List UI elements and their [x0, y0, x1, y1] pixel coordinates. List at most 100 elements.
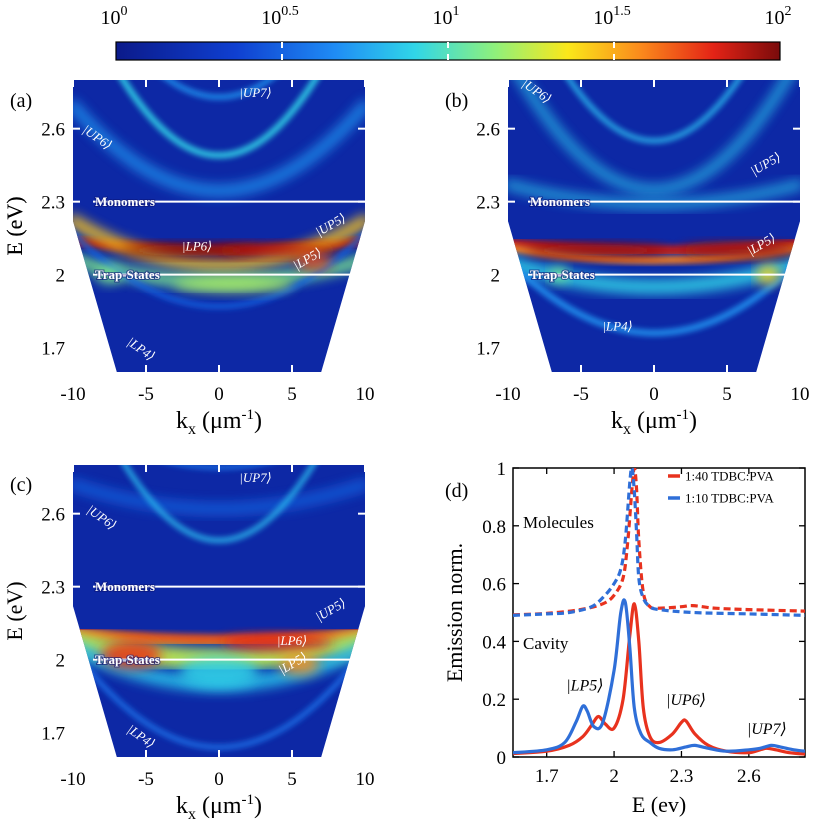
x-tick-label: -5 — [573, 384, 589, 405]
heatmap-background — [73, 80, 365, 372]
y-axis-label: E (eV) — [2, 581, 27, 640]
x-tick-label: 1.7 — [535, 766, 559, 787]
series-line-molecules — [513, 468, 805, 617]
x-tick-label: -10 — [60, 384, 85, 405]
dispersion-band — [73, 479, 365, 514]
dispersion-band — [508, 80, 800, 194]
series-line-cavity — [513, 602, 805, 756]
cavity-label: Cavity — [523, 634, 569, 653]
panel-label: (d) — [445, 480, 468, 502]
dispersion-band — [73, 215, 365, 271]
x-tick-label: -10 — [495, 384, 520, 405]
state-annotation: |LP6⟩ — [277, 633, 307, 648]
y-tick-label: 1.7 — [41, 724, 65, 745]
state-annotation: |UP7⟩ — [239, 85, 271, 100]
peak-label: |LP5⟩ — [566, 678, 603, 695]
intensity-hotspot — [173, 276, 294, 293]
dispersion-band — [73, 80, 365, 100]
y-tick-label: 1 — [497, 459, 507, 480]
series-line-cavity — [513, 598, 805, 755]
x-axis-label: kx (μm-1) — [176, 407, 262, 438]
colorbar-tick-label: 100.5 — [261, 4, 299, 29]
x-tick-label: 0 — [214, 769, 224, 790]
dispersion-band — [73, 465, 365, 543]
y-tick-label: 2 — [56, 651, 66, 672]
y-tick-label: 2 — [56, 266, 66, 287]
y-tick-label: 1.7 — [41, 339, 65, 360]
colorbar-tick-label: 100 — [101, 4, 128, 29]
x-tick-label: 2.3 — [670, 766, 694, 787]
intensity-hotspot — [295, 254, 332, 271]
y-axis-label: E (eV) — [2, 196, 27, 255]
x-tick-label: -10 — [60, 769, 85, 790]
x-tick-label: 2.6 — [737, 766, 761, 787]
panel-c: MonomersTrap-States|UP7⟩|UP6⟩|UP5⟩|LP6⟩|… — [2, 465, 375, 823]
dispersion-band — [73, 80, 365, 159]
y-tick-label: 2.6 — [476, 120, 500, 141]
y-axis-label: Emission norm. — [442, 543, 467, 682]
x-tick-label: 5 — [722, 384, 732, 405]
intensity-hotspot — [222, 634, 333, 651]
colorbar-tick-label: 102 — [765, 4, 792, 29]
reference-label: Trap-States — [95, 652, 160, 667]
peak-label: |UP7⟩ — [747, 721, 787, 738]
x-tick-label: 5 — [287, 384, 297, 405]
reference-label: Trap-States — [95, 267, 160, 282]
x-tick-label: 0 — [649, 384, 659, 405]
peak-label: |UP6⟩ — [666, 692, 706, 709]
legend: 1:40 TDBC:PVA 1:10 TDBC:PVA — [668, 469, 774, 506]
x-tick-label: 2 — [609, 766, 619, 787]
panel-label: (b) — [445, 90, 468, 112]
series-group — [513, 468, 805, 756]
dispersion-band — [73, 100, 365, 196]
reference-label: Monomers — [530, 194, 590, 209]
y-tick-label: 2.3 — [476, 193, 500, 214]
molecules-label: Molecules — [523, 513, 594, 532]
y-tick-label: 2.6 — [41, 120, 65, 141]
y-tick-label: 1.7 — [476, 339, 500, 360]
intensity-hotspot — [119, 244, 260, 257]
panel-d: 1.7 2 2.3 2.6 0 0.2 0.4 0.6 0.8 1 1:40 TDBC:PVA 1:1… — [442, 459, 806, 817]
colorbar-tick-label: 101 — [433, 4, 460, 29]
y-tick-label: 0.4 — [482, 632, 506, 653]
series-line-molecules — [513, 468, 805, 617]
state-annotation: |LP6⟩ — [182, 238, 212, 253]
y-tick-label: 2 — [491, 266, 501, 287]
legend-label: 1:40 TDBC:PVA — [685, 469, 774, 484]
x-axis-label: kx (μm-1) — [176, 792, 262, 823]
panel-label: (a) — [10, 90, 32, 112]
y-tick-label: 0.2 — [482, 690, 506, 711]
intensity-hotspot — [525, 244, 666, 257]
intensity-hotspot — [101, 640, 162, 669]
x-axis-label: E (ev) — [632, 792, 686, 817]
state-annotation: |LP4⟩ — [602, 319, 632, 334]
x-tick-label: 10 — [791, 384, 810, 405]
heatmap-field — [508, 80, 800, 372]
reference-label: Trap-States — [530, 267, 595, 282]
dispersion-band — [508, 257, 800, 337]
y-tick-label: 2.3 — [41, 193, 65, 214]
x-axis-label: kx (μm-1) — [611, 407, 697, 438]
intensity-hotspot — [179, 656, 259, 687]
colorbar: 100 100.5 101 101.5 102 — [101, 4, 792, 61]
x-tick-label: 5 — [287, 769, 297, 790]
y-tick-label: 0.6 — [482, 575, 506, 596]
reference-label: Monomers — [95, 579, 155, 594]
intensity-hotspot — [681, 243, 800, 258]
y-tick-label: 0 — [497, 748, 507, 769]
x-tick-label: -5 — [138, 384, 154, 405]
plot-frame — [512, 467, 806, 758]
panel-b: MonomersTrap-States|UP6⟩|UP5⟩|LP5⟩|LP4⟩-… — [2, 75, 810, 438]
colorbar-tick-label: 101.5 — [593, 4, 631, 29]
dispersion-band — [508, 80, 800, 144]
x-tick-label: 10 — [356, 384, 375, 405]
dispersion-band — [73, 626, 365, 647]
legend-label: 1:10 TDBC:PVA — [685, 491, 774, 506]
intensity-hotspot — [217, 244, 338, 257]
x-tick-label: -5 — [138, 769, 154, 790]
y-tick-label: 0.8 — [482, 517, 506, 538]
state-annotation: |UP7⟩ — [239, 470, 271, 485]
heatmap-field — [73, 465, 365, 757]
